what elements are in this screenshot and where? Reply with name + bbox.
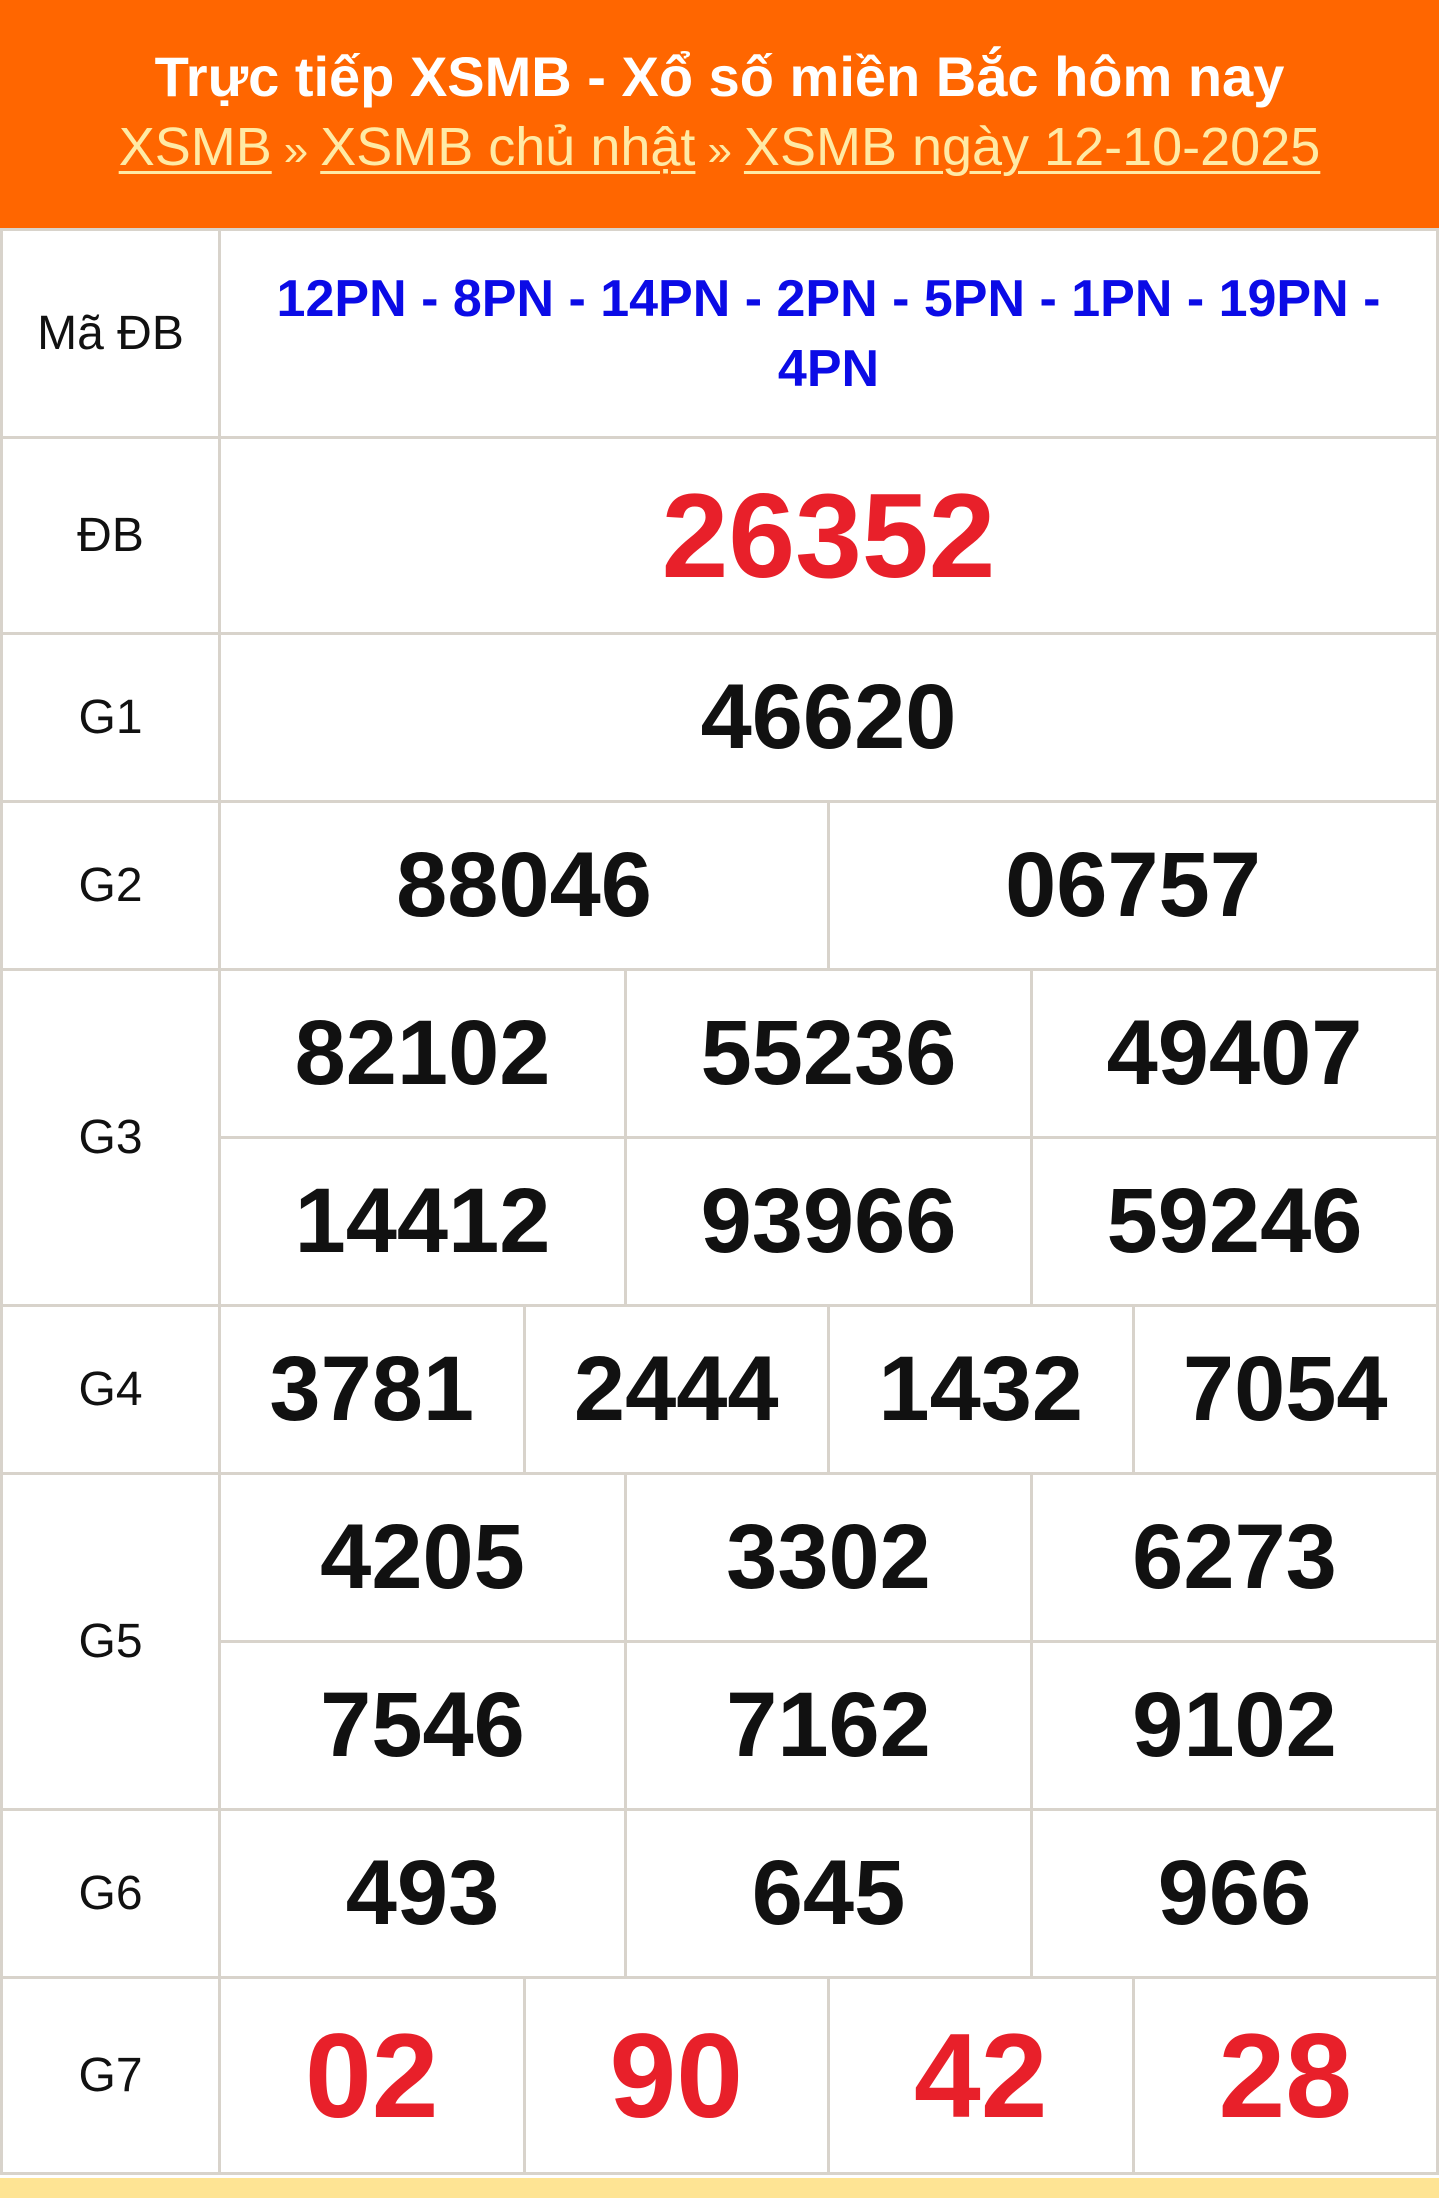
breadcrumb-xsmb-date[interactable]: XSMB ngày 12-10-2025	[743, 117, 1321, 177]
prize-number: 88046	[218, 800, 830, 971]
page-title: Trực tiếp XSMB - Xổ số miền Bắc hôm nay	[154, 45, 1285, 108]
breadcrumb-xsmb[interactable]: XSMB	[118, 117, 272, 177]
prize-number: 4205	[218, 1472, 627, 1643]
prize-number: 42	[827, 1976, 1135, 2175]
row-g3b: 14412 93966 59246	[2, 1136, 1439, 1307]
breadcrumb-separator: »	[707, 126, 732, 175]
prize-number: 02	[218, 1976, 526, 2175]
prize-number: 7054	[1131, 1304, 1439, 1475]
row-db: ĐB 26352	[0, 436, 1439, 635]
prize-number: 2444	[522, 1304, 830, 1475]
page-header: Trực tiếp XSMB - Xổ số miền Bắc hôm nay …	[0, 0, 1439, 228]
row-g3: G3 82102 55236 49407	[0, 968, 1439, 1307]
prize-number: 645	[624, 1808, 1033, 1979]
prize-number: 82102	[218, 968, 627, 1139]
label-ma-db: Mã ĐB	[0, 228, 221, 439]
breadcrumb: XSMB» XSMB chủ nhật» XSMB ngày 12-10-2025	[0, 112, 1439, 186]
label-g4: G4	[0, 1304, 221, 1475]
row-g4: G4 3781 2444 1432 7054	[0, 1304, 1439, 1475]
row-ma-db: Mã ĐB 12PN - 8PN - 14PN - 2PN - 5PN - 1P…	[0, 228, 1439, 439]
footer-strip	[0, 2178, 1439, 2198]
prize-number: 93966	[624, 1136, 1033, 1307]
row-g2: G2 88046 06757	[0, 800, 1439, 971]
label-g1: G1	[0, 632, 221, 803]
breadcrumb-separator: »	[283, 126, 309, 175]
prize-number: 14412	[218, 1136, 627, 1307]
breadcrumb-xsmb-sunday[interactable]: XSMB chủ nhật	[320, 117, 696, 177]
prize-number: 9102	[1030, 1640, 1439, 1811]
prize-number: 90	[522, 1976, 830, 2175]
row-g6: G6 493 645 966	[0, 1808, 1439, 1979]
prize-number: 7162	[624, 1640, 1033, 1811]
prize-number: 55236	[624, 968, 1033, 1139]
row-g5: G5 4205 3302 6273	[0, 1472, 1439, 1811]
prize-number: 3781	[218, 1304, 526, 1475]
row-g5b: 7546 7162 9102	[2, 1640, 1439, 1811]
label-g3: G3	[0, 968, 221, 1307]
row-g7: G7 02 90 42 28	[0, 1976, 1439, 2175]
prize-number: 1432	[827, 1304, 1135, 1475]
label-g6: G6	[0, 1808, 221, 1979]
label-g2: G2	[0, 800, 221, 971]
prize-number: 7546	[218, 1640, 627, 1811]
prize-number: 28	[1131, 1976, 1439, 2175]
prize-number: 6273	[1030, 1472, 1439, 1643]
results-table: Mã ĐB 12PN - 8PN - 14PN - 2PN - 5PN - 1P…	[0, 228, 1439, 2175]
prize-number: 493	[218, 1808, 627, 1979]
prize-number: 06757	[827, 800, 1439, 971]
label-g7: G7	[0, 1976, 221, 2175]
label-db: ĐB	[0, 436, 221, 635]
prize-number: 46620	[218, 632, 1439, 803]
prize-number: 49407	[1030, 968, 1439, 1139]
prize-number: 966	[1030, 1808, 1439, 1979]
prize-number: 59246	[1030, 1136, 1439, 1307]
label-g5: G5	[0, 1472, 221, 1811]
row-g1: G1 46620	[0, 632, 1439, 803]
prize-number: 3302	[624, 1472, 1033, 1643]
special-prize: 26352	[218, 436, 1439, 635]
special-codes: 12PN - 8PN - 14PN - 2PN - 5PN - 1PN - 19…	[218, 228, 1439, 439]
